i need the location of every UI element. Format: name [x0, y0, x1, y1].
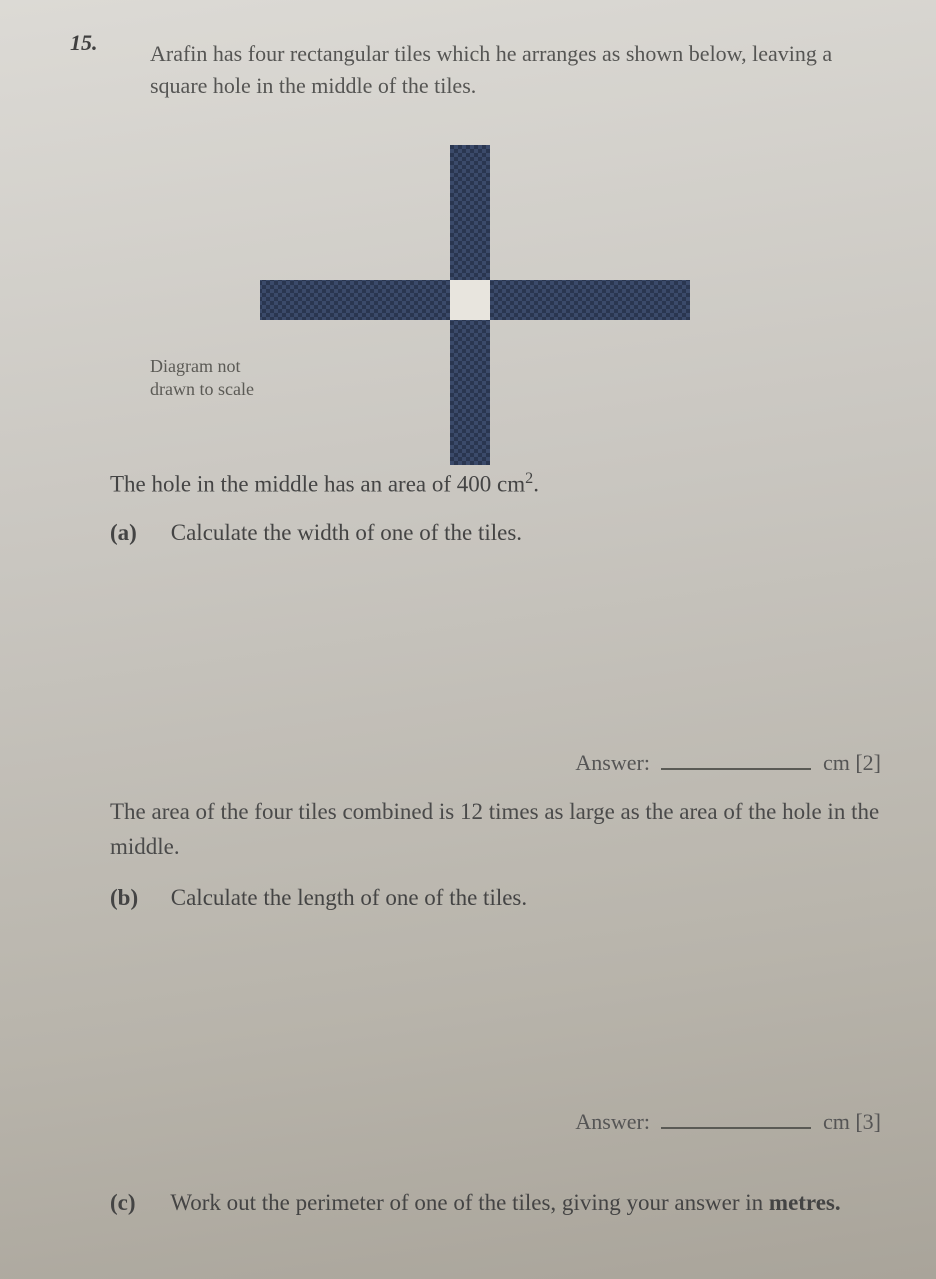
hole-area-suffix: . — [533, 472, 539, 497]
part-a-answer-unit: cm — [823, 750, 850, 775]
part-c-text-prefix: Work out the perimeter of one of the til… — [170, 1190, 769, 1215]
center-hole — [450, 280, 490, 320]
part-a-text: Calculate the width of one of the tiles. — [171, 520, 522, 545]
part-a-answer-prefix: Answer: — [575, 750, 650, 775]
part-a-answer-line: Answer: cm [2] — [575, 748, 881, 776]
hole-area-prefix: The hole in the middle has an area of 40… — [110, 472, 525, 497]
part-c-text-bold: metres. — [769, 1190, 841, 1215]
part-b-answer-line: Answer: cm [3] — [575, 1107, 881, 1135]
tile-right — [490, 280, 690, 320]
tile-bottom — [450, 320, 490, 465]
part-b-answer-blank — [661, 1107, 811, 1129]
part-a-answer-marks: [2] — [855, 750, 881, 775]
part-b-answer-marks: [3] — [855, 1109, 881, 1134]
part-b-answer-unit: cm — [823, 1109, 850, 1134]
part-a-label: (a) — [110, 520, 165, 546]
question-number: 15. — [70, 30, 98, 56]
part-a: (a) Calculate the width of one of the ti… — [110, 520, 881, 546]
part-b-label: (b) — [110, 885, 165, 911]
part-a-answer-blank — [661, 748, 811, 770]
diagram-note-line2: drawn to scale — [150, 379, 254, 399]
tile-top — [450, 145, 490, 280]
part-b-answer-prefix: Answer: — [575, 1109, 650, 1134]
part-b-text: Calculate the length of one of the tiles… — [171, 885, 527, 910]
part-c-label: (c) — [110, 1190, 165, 1216]
diagram-note-line1: Diagram not — [150, 356, 240, 376]
tiles-diagram — [210, 145, 730, 465]
hole-area-statement: The hole in the middle has an area of 40… — [110, 470, 881, 498]
part-c: (c) Work out the perimeter of one of the… — [110, 1190, 881, 1216]
diagram-not-to-scale-note: Diagram not drawn to scale — [150, 355, 254, 402]
combined-area-statement: The area of the four tiles combined is 1… — [110, 795, 881, 864]
tile-left — [260, 280, 450, 320]
tiles-cross-svg — [210, 145, 730, 465]
part-b: (b) Calculate the length of one of the t… — [110, 885, 881, 911]
question-intro-text: Arafin has four rectangular tiles which … — [150, 38, 881, 102]
hole-area-exponent: 2 — [525, 470, 533, 487]
